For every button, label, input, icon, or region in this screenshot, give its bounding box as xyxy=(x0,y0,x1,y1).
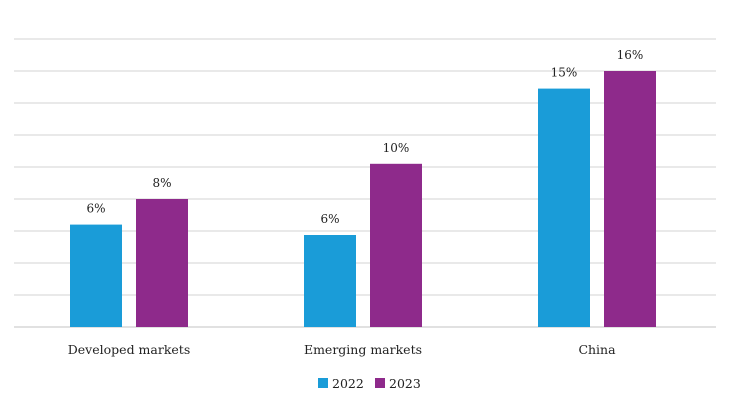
bar-2022 xyxy=(538,88,590,327)
bar-2023 xyxy=(370,163,422,327)
data-label: 15% xyxy=(551,66,578,80)
bar-2023 xyxy=(136,199,188,327)
category-label: Developed markets xyxy=(68,342,190,357)
bar-2023 xyxy=(604,71,656,327)
category-label: Emerging markets xyxy=(304,342,422,357)
legend-swatch-2022 xyxy=(318,378,328,388)
bar-2022 xyxy=(304,235,356,327)
data-label: 6% xyxy=(320,212,339,226)
legend-label: 2023 xyxy=(389,376,421,391)
bar-2022 xyxy=(70,224,122,327)
data-label: 8% xyxy=(152,176,171,190)
data-label: 16% xyxy=(617,48,644,62)
legend-label: 2022 xyxy=(332,376,364,391)
data-label: 6% xyxy=(86,202,105,216)
category-label: China xyxy=(578,342,616,357)
data-label: 10% xyxy=(383,141,410,155)
legend-swatch-2023 xyxy=(375,378,385,388)
